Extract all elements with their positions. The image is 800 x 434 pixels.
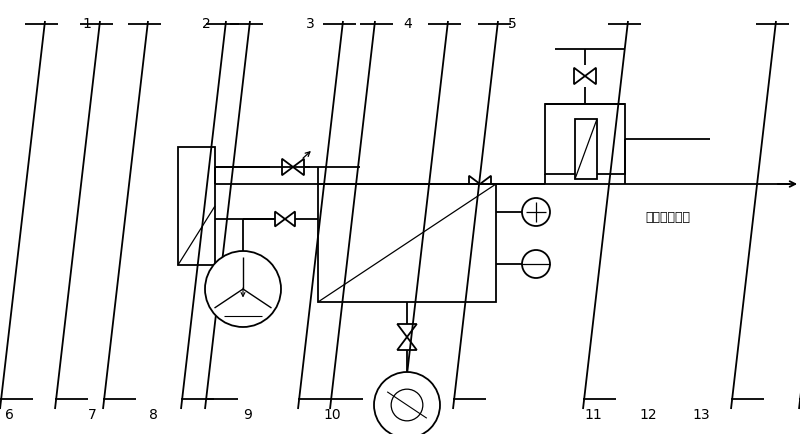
Circle shape: [374, 372, 440, 434]
Text: 1: 1: [82, 17, 91, 31]
Circle shape: [522, 198, 550, 227]
Text: 12: 12: [639, 408, 657, 421]
Text: 7: 7: [88, 408, 96, 421]
Text: 6: 6: [5, 408, 14, 421]
Text: 3: 3: [306, 17, 314, 31]
Bar: [545, 105, 625, 174]
Circle shape: [205, 251, 281, 327]
Text: 通控真空系统: 通控真空系统: [645, 211, 690, 224]
Circle shape: [391, 389, 423, 421]
Text: 4: 4: [404, 17, 412, 31]
Bar: [178, 148, 215, 265]
Text: 9: 9: [243, 408, 253, 421]
Text: 13: 13: [693, 408, 710, 421]
Text: 8: 8: [149, 408, 158, 421]
Text: 5: 5: [508, 17, 516, 31]
Text: 11: 11: [585, 408, 602, 421]
Bar: [318, 184, 496, 302]
Bar: [575, 120, 597, 180]
Circle shape: [522, 250, 550, 278]
Text: 10: 10: [323, 408, 341, 421]
Text: 2: 2: [202, 17, 210, 31]
